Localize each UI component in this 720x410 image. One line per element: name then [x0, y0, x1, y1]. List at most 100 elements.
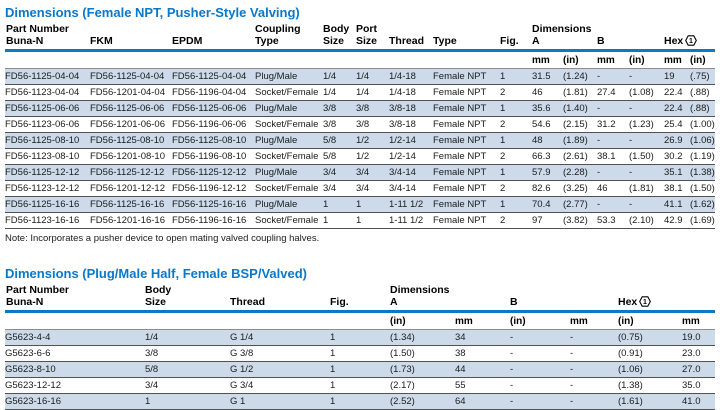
column-header-dim-b: B [510, 284, 570, 313]
cell [172, 50, 255, 69]
bsp-table-body: G5623-4-4 1/4 G 1/4 1 (1.34) 34- - (0.75) 19.0 G5… [5, 329, 715, 410]
cell: (2.15) [563, 116, 597, 133]
cell: 3/4-14 [389, 164, 433, 181]
column-header-port-size: Port Size [356, 23, 389, 52]
table-row: FD56-1123-16-16 FD56-1201-16-16 FD56-1196-… [5, 212, 715, 229]
cell: (1.81) [563, 84, 597, 101]
table-row: FD56-1125-16-16 FD56-1125-16-16 FD56-1125-… [5, 196, 715, 213]
cell [433, 50, 500, 69]
cell: FD56-1125-06-06 [172, 100, 255, 117]
cell: - [570, 329, 618, 346]
cell: Plug/Male [255, 164, 323, 181]
cell: 1 [356, 212, 389, 229]
cell: 97 [532, 212, 563, 229]
units-row: (in) mm (in) mm (in) mm [5, 311, 715, 330]
cell: (2.77) [563, 196, 597, 213]
cell: Female NPT [433, 164, 500, 181]
cell: G5623-16-16 [5, 393, 145, 410]
cell: (2.61) [563, 148, 597, 165]
cell: 2 [500, 212, 532, 229]
cell: 1 [323, 212, 356, 229]
cell: FD56-1123-16-16 [5, 212, 90, 229]
cell: 22.4 [664, 100, 690, 117]
column-header-thread: Thread [389, 23, 433, 52]
cell: (in) [563, 50, 597, 69]
cell: (.75) [690, 68, 715, 85]
cell: - [597, 164, 629, 181]
cell: FD56-1125-12-12 [172, 164, 255, 181]
cell: 1-11 1/2 [389, 196, 433, 213]
cell: - [570, 361, 618, 378]
cell: 1 [330, 361, 390, 378]
cell: 1/4-18 [389, 84, 433, 101]
column-header-epdm: EPDM [172, 23, 255, 52]
table-row: FD56-1125-12-12 FD56-1125-12-12 FD56-1125-… [5, 164, 715, 181]
cell: FD56-1125-12-12 [5, 164, 90, 181]
cell: 1 [323, 196, 356, 213]
table-row: G5623-6-6 3/8 G 3/8 1 (1.50) 38- - (0.91) 23.0 [5, 345, 715, 362]
cell: 27.0 [682, 361, 715, 378]
cell: mm [664, 50, 690, 69]
cell: 38.1 [597, 148, 629, 165]
cell: - [629, 164, 664, 181]
cell: (3.25) [563, 180, 597, 197]
cell: (1.06) [690, 132, 715, 149]
cell: 1/4 [356, 84, 389, 101]
cell: 82.6 [532, 180, 563, 197]
bsp-table-title: Dimensions (Plug/Male Half, Female BSP/V… [5, 266, 307, 281]
cell: (2.10) [629, 212, 664, 229]
cell: 35.6 [532, 100, 563, 117]
cell: (1.38) [618, 377, 682, 394]
cell: Socket/Female [255, 148, 323, 165]
cell: 1 [500, 68, 532, 85]
column-header-fig: Fig. [330, 284, 390, 313]
cell [230, 311, 330, 330]
cell: 1 [330, 377, 390, 394]
cell: (3.82) [563, 212, 597, 229]
cell: (in) [510, 311, 570, 330]
cell: 3/4 [145, 377, 230, 394]
cell: FD56-1125-16-16 [5, 196, 90, 213]
cell: - [510, 361, 570, 378]
cell: 1/2-14 [389, 148, 433, 165]
cell: 1/4 [323, 68, 356, 85]
cell: Female NPT [433, 84, 500, 101]
cell: FD56-1125-16-16 [172, 196, 255, 213]
column-header-body-size: Body Size [145, 284, 230, 313]
cell [500, 50, 532, 69]
cell: (in) [390, 311, 455, 330]
cell: (1.06) [618, 361, 682, 378]
cell: 42.9 [664, 212, 690, 229]
cell: (2.28) [563, 164, 597, 181]
cell: 31.5 [532, 68, 563, 85]
cell: - [597, 132, 629, 149]
table-row: G5623-8-10 5/8 G 1/2 1 (1.73) 44- - (1.06) 27.0 [5, 361, 715, 378]
cell: 1/2 [356, 132, 389, 149]
cell: FD56-1125-08-10 [90, 132, 172, 149]
cell: Female NPT [433, 196, 500, 213]
cell: 38.1 [664, 180, 690, 197]
cell: 31.2 [597, 116, 629, 133]
column-header-thread: Thread [230, 284, 330, 313]
cell: - [597, 196, 629, 213]
cell: (0.75) [618, 329, 682, 346]
cell: 35.0 [682, 377, 715, 394]
cell: - [570, 377, 618, 394]
cell: 1 [500, 100, 532, 117]
cell: 2 [500, 84, 532, 101]
cell: 1 [330, 345, 390, 362]
cell: 1 [356, 196, 389, 213]
table-row: FD56-1123-06-06 FD56-1201-06-06 FD56-1196-… [5, 116, 715, 133]
column-header-spacer [690, 23, 715, 52]
cell: Plug/Male [255, 132, 323, 149]
cell: 48 [532, 132, 563, 149]
cell: - [570, 393, 618, 410]
cell: 5/8 [145, 361, 230, 378]
cell: 2 [500, 148, 532, 165]
cell [356, 50, 389, 69]
cell: mm [455, 311, 510, 330]
npt-table-title: Dimensions (Female NPT, Pusher-Style Val… [5, 5, 300, 20]
column-header-hex: Hex 1 [618, 284, 682, 313]
cell: FD56-1125-16-16 [90, 196, 172, 213]
cell: (1.38) [690, 164, 715, 181]
